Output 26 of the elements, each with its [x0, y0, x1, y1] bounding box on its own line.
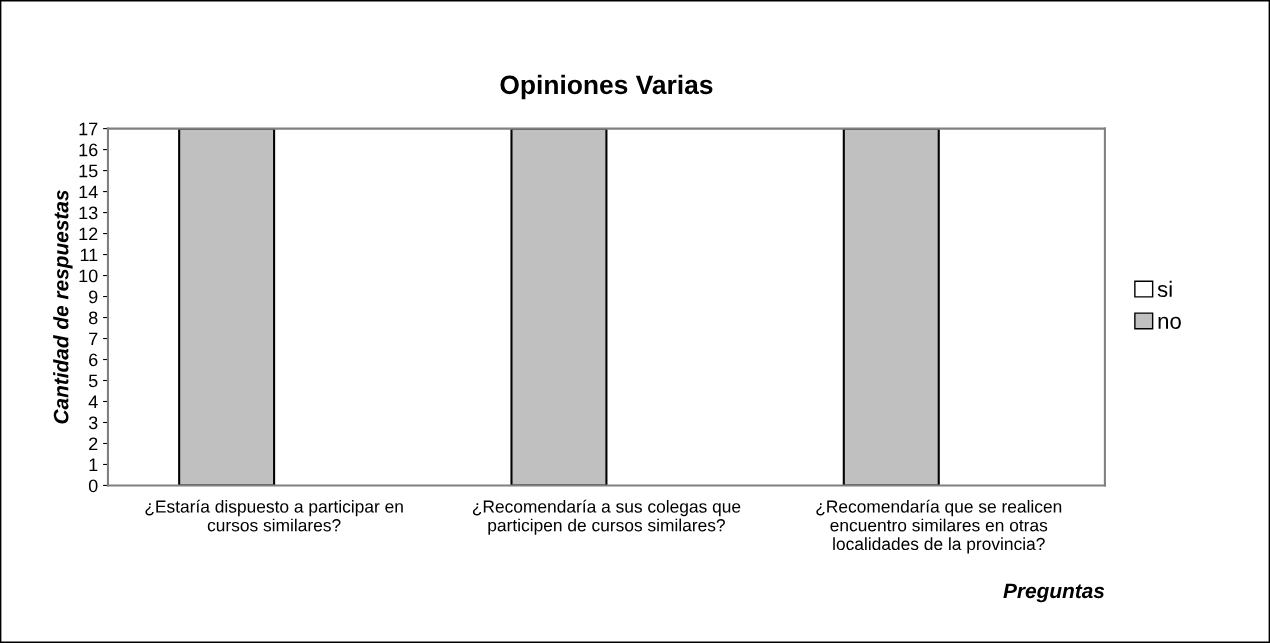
y-tick-label: 3 [88, 416, 98, 430]
y-tick-label: 14 [79, 185, 98, 199]
x-tick-label: ¿Recomendaría a sus colegas que participen de cursos similares? [472, 499, 741, 535]
y-tick-label: 9 [89, 290, 98, 304]
y-tick-label: 13 [79, 206, 98, 220]
y-tick-label: 6 [89, 353, 98, 367]
y-tick-label: 17 [79, 122, 98, 136]
legend-label: no [1158, 316, 1181, 329]
y-tick-label: 1 [89, 458, 98, 472]
x-tick-label: ¿Recomendaría que se realicen encuentro similares en otras localidades de la provincia? [816, 499, 1062, 554]
y-tick-label: 12 [79, 227, 98, 241]
y-tick-label: 2 [89, 437, 98, 451]
y-axis-title: Cantidad de respuestas [53, 190, 73, 424]
y-tick-label: 15 [79, 164, 98, 178]
y-tick-label: 11 [80, 248, 98, 262]
x-tick-label: ¿Estaría dispuesto a participar en cursos similares? [145, 499, 403, 532]
y-tick-label: 16 [79, 143, 98, 157]
y-tick-label: 7 [89, 332, 98, 346]
y-tick-label: 0 [88, 479, 98, 493]
legend-label: si [1157, 280, 1172, 298]
y-tick-label: 8 [88, 311, 98, 325]
y-tick-label: 4 [88, 395, 98, 409]
x-axis-title: Preguntas [1003, 583, 1105, 603]
y-tick-label: 10 [79, 269, 98, 283]
y-tick-label: 5 [88, 374, 98, 388]
chart-title: Opiniones Varias [500, 74, 713, 100]
